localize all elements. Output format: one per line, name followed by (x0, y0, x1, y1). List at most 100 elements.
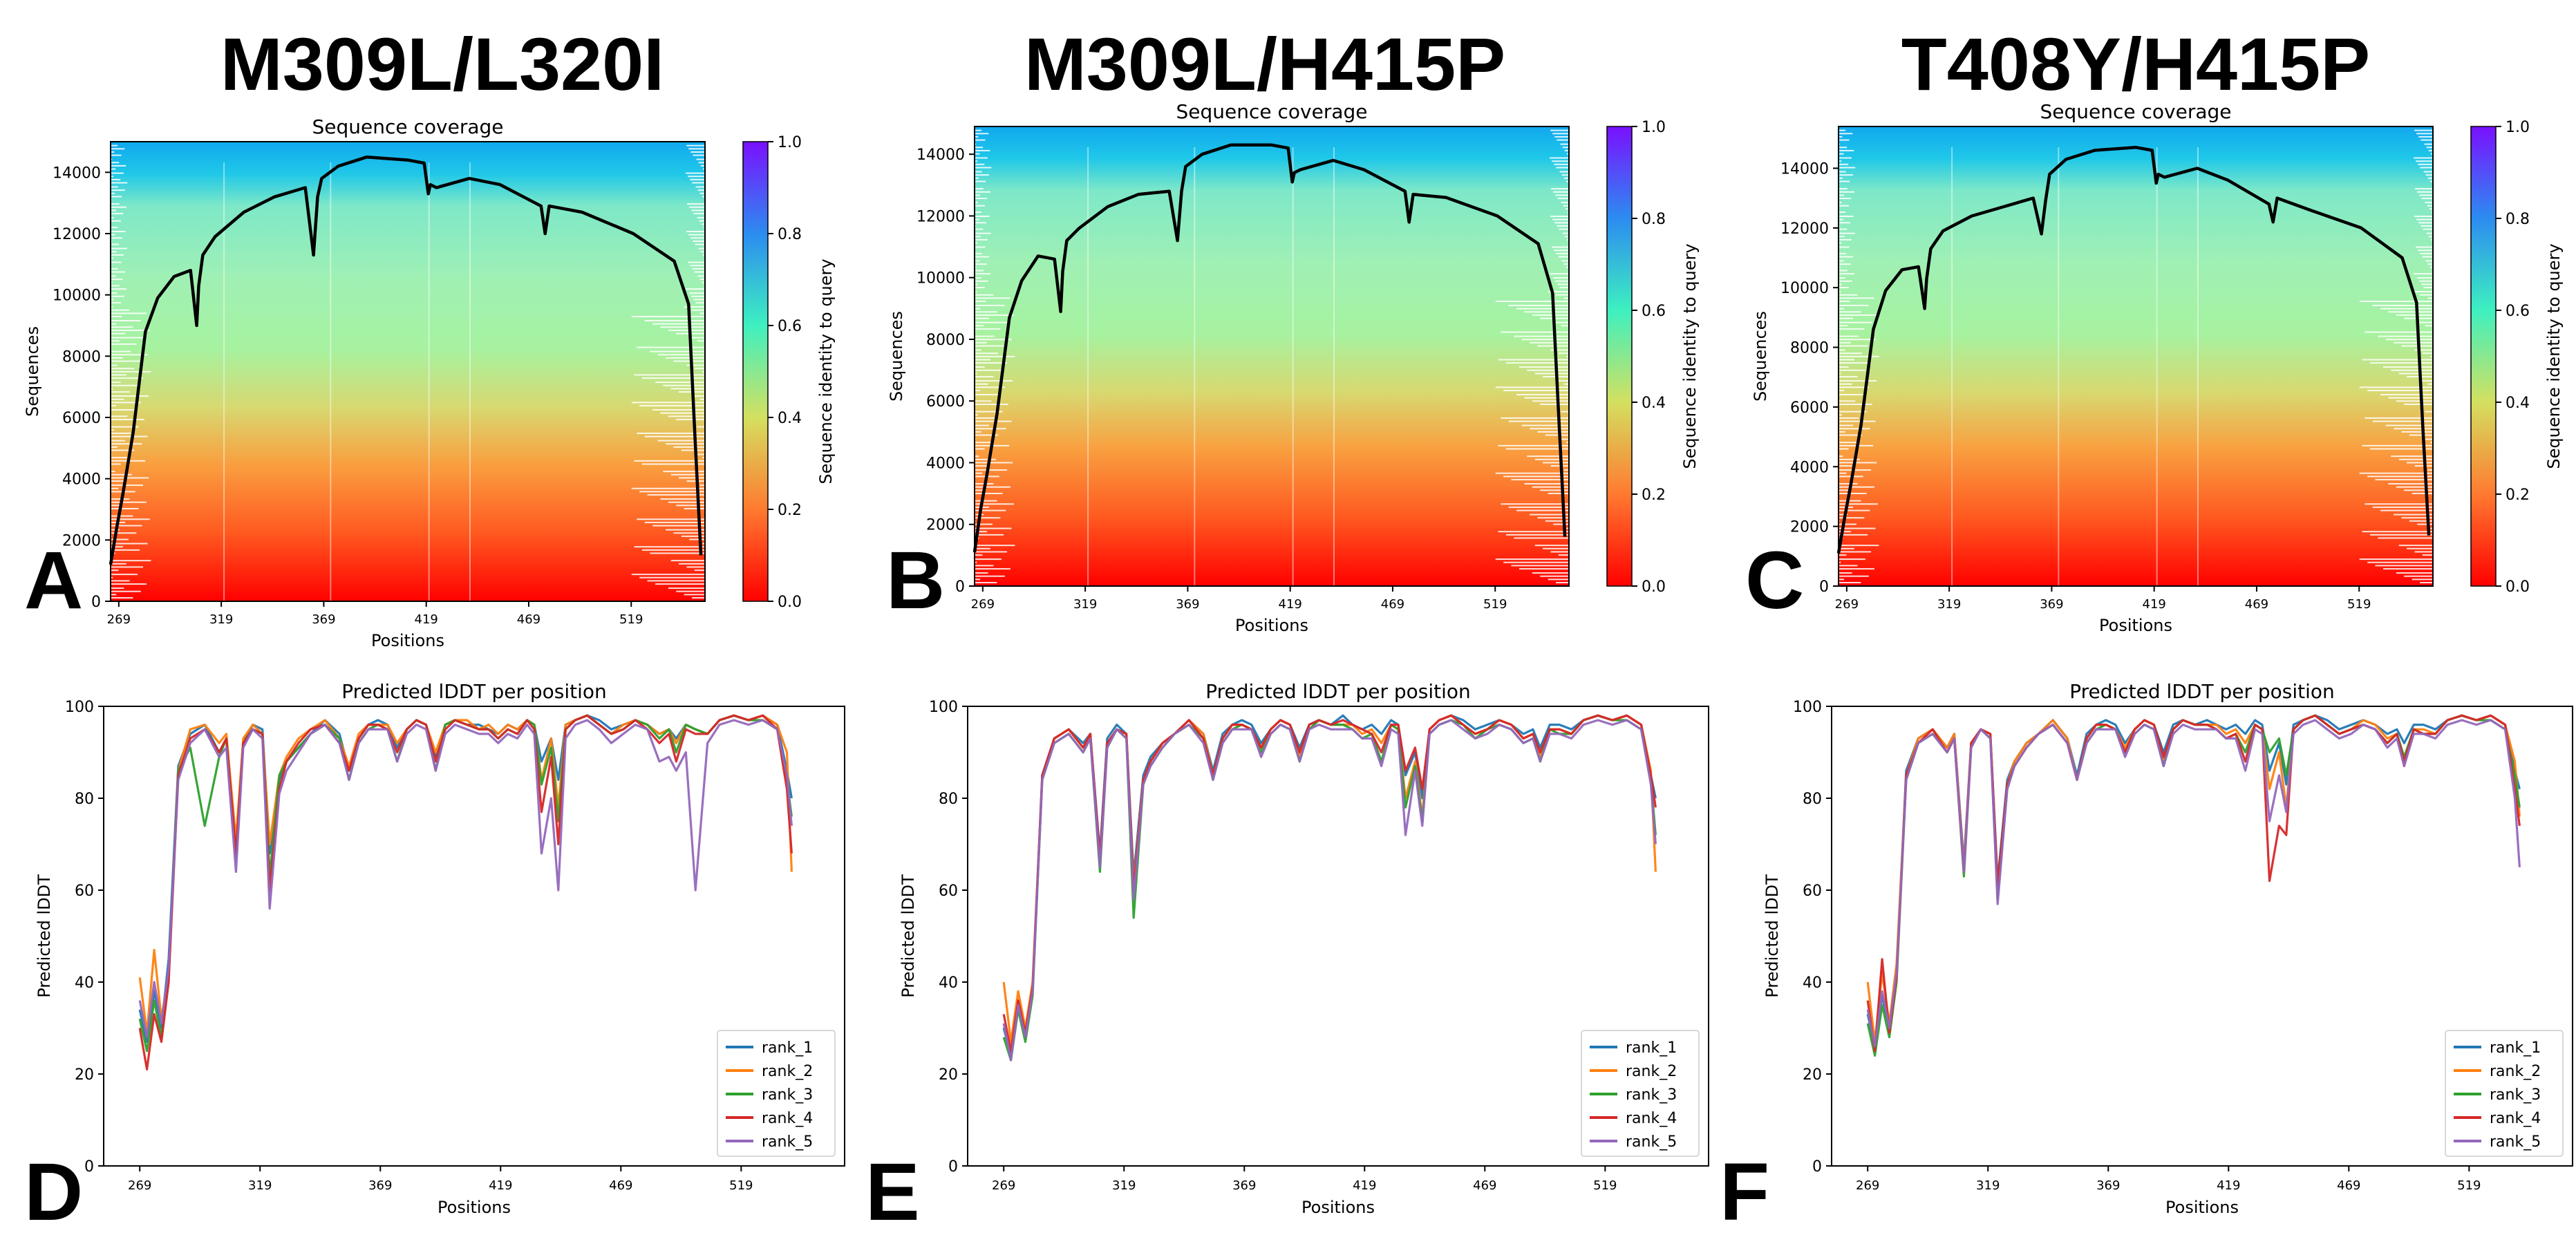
coverage-gap (1559, 228, 1569, 230)
coverage-gap (1839, 218, 1843, 220)
coverage-gap (1839, 554, 1847, 556)
coverage-gap (1839, 266, 1841, 268)
coverage-gap (1516, 394, 1569, 396)
coverage-gap (1839, 534, 1868, 536)
x-tick-label: 419 (2217, 1178, 2240, 1193)
coverage-gap (975, 202, 978, 204)
coverage-gap (693, 154, 705, 156)
coverage-gap (670, 560, 705, 562)
x-tick-label: 369 (1176, 597, 1199, 612)
coverage-gap (111, 377, 144, 379)
coverage-gap (2414, 129, 2433, 131)
coverage-gap (690, 178, 705, 180)
y-tick-label: 40 (75, 974, 94, 992)
coverage-gap (111, 306, 113, 308)
coverage-gap (637, 432, 705, 434)
coverage-gap (975, 171, 982, 173)
coverage-gap (111, 271, 125, 273)
coverage-gap (975, 561, 977, 563)
coverage-gap (2391, 455, 2433, 458)
coverage-gap (111, 350, 131, 352)
coverage-gap (1532, 314, 1569, 316)
y-axis-label: Predicted lDDT (899, 874, 918, 998)
coverage-gap (975, 266, 977, 268)
coverage-gap (681, 535, 705, 537)
coverage-gap (975, 352, 999, 355)
x-axis-label: Positions (438, 1198, 511, 1217)
coverage-gap (1839, 291, 1841, 293)
coverage-gap (1839, 174, 1853, 176)
coverage-gap (975, 143, 977, 145)
x-tick-label: 319 (1112, 1178, 1136, 1193)
coverage-gap (975, 339, 1012, 341)
coverage-gap (975, 341, 987, 343)
coverage-gap (975, 458, 996, 460)
coverage-gap (111, 435, 148, 437)
coverage-gap (111, 237, 122, 239)
coverage-gap (111, 587, 124, 590)
colorbar-tick-label: 0.2 (778, 502, 802, 519)
coverage-gap (2420, 225, 2433, 227)
coverage-gap (660, 498, 705, 500)
coverage-gap (111, 374, 126, 376)
coverage-gap (1551, 188, 1569, 190)
y-tick-label: 20 (1803, 1066, 1822, 1084)
coverage-gap (111, 563, 126, 565)
coverage-gap (1566, 238, 1569, 241)
coverage-gap (975, 386, 1005, 388)
coverage-gap (1521, 424, 1569, 426)
coverage-gap (975, 448, 985, 450)
coverage-gap (2398, 545, 2433, 547)
y-tick-label: 10000 (53, 288, 101, 305)
y-tick-label: 2000 (926, 517, 965, 534)
coverage-gap (1556, 167, 1569, 169)
coverage-gap (1532, 400, 1569, 402)
coverage-gap (111, 285, 120, 287)
coverage-gap (975, 503, 1014, 505)
coverage-gap (975, 311, 997, 313)
legend-box (2445, 1030, 2564, 1157)
coverage-gap (1560, 143, 1569, 145)
x-tick-label: 269 (128, 1178, 151, 1193)
coverage-gap (1839, 503, 1878, 505)
coverage-gap (2426, 147, 2433, 149)
coverage-gap (1537, 431, 1569, 433)
coverage-gap (2404, 489, 2433, 491)
x-tick-label: 419 (2143, 597, 2166, 612)
coverage-gap (111, 446, 117, 448)
coverage-gap (1558, 438, 1569, 440)
coverage-gap (689, 337, 705, 339)
coverage-heatmap (975, 126, 1569, 586)
coverage-gap (111, 220, 121, 222)
coverage-gap (2414, 551, 2433, 553)
coverage-gap (2420, 139, 2433, 141)
x-tick-label: 369 (312, 612, 335, 627)
coverage-gap (111, 583, 147, 585)
coverage-gap (631, 487, 705, 489)
coverage-gap (975, 216, 990, 218)
coverage-gap (1548, 578, 1569, 581)
coverage-gap (1557, 225, 1569, 227)
x-tick-label: 269 (107, 612, 131, 627)
coverage-gap (975, 180, 986, 182)
chart-title: Predicted lDDT per position (341, 680, 607, 703)
legend-label: rank_3 (1626, 1086, 1677, 1104)
coverage-gap (2430, 355, 2433, 357)
y-tick-label: 14000 (1780, 160, 1829, 178)
coverage-gap (1839, 531, 1851, 533)
coverage-gap (1839, 341, 1851, 343)
x-axis-label: Positions (1301, 1198, 1375, 1217)
lddt-panel-f: Predicted lDDT per position Positions Pred… (1720, 680, 2573, 1238)
coverage-gap (111, 213, 124, 215)
coverage-gap (2428, 149, 2433, 151)
coverage-gap (2422, 352, 2433, 355)
coverage-gap (111, 463, 121, 465)
colorbar-tick-label: 1.0 (2506, 119, 2530, 136)
coverage-gap (1839, 417, 1859, 419)
coverage-gap (666, 529, 705, 531)
coverage-gap (1839, 558, 1865, 560)
coverage-gap (975, 486, 1010, 488)
coverage-gap (697, 426, 705, 428)
y-tick-label: 0 (91, 594, 101, 611)
coverage-gap (679, 563, 705, 565)
